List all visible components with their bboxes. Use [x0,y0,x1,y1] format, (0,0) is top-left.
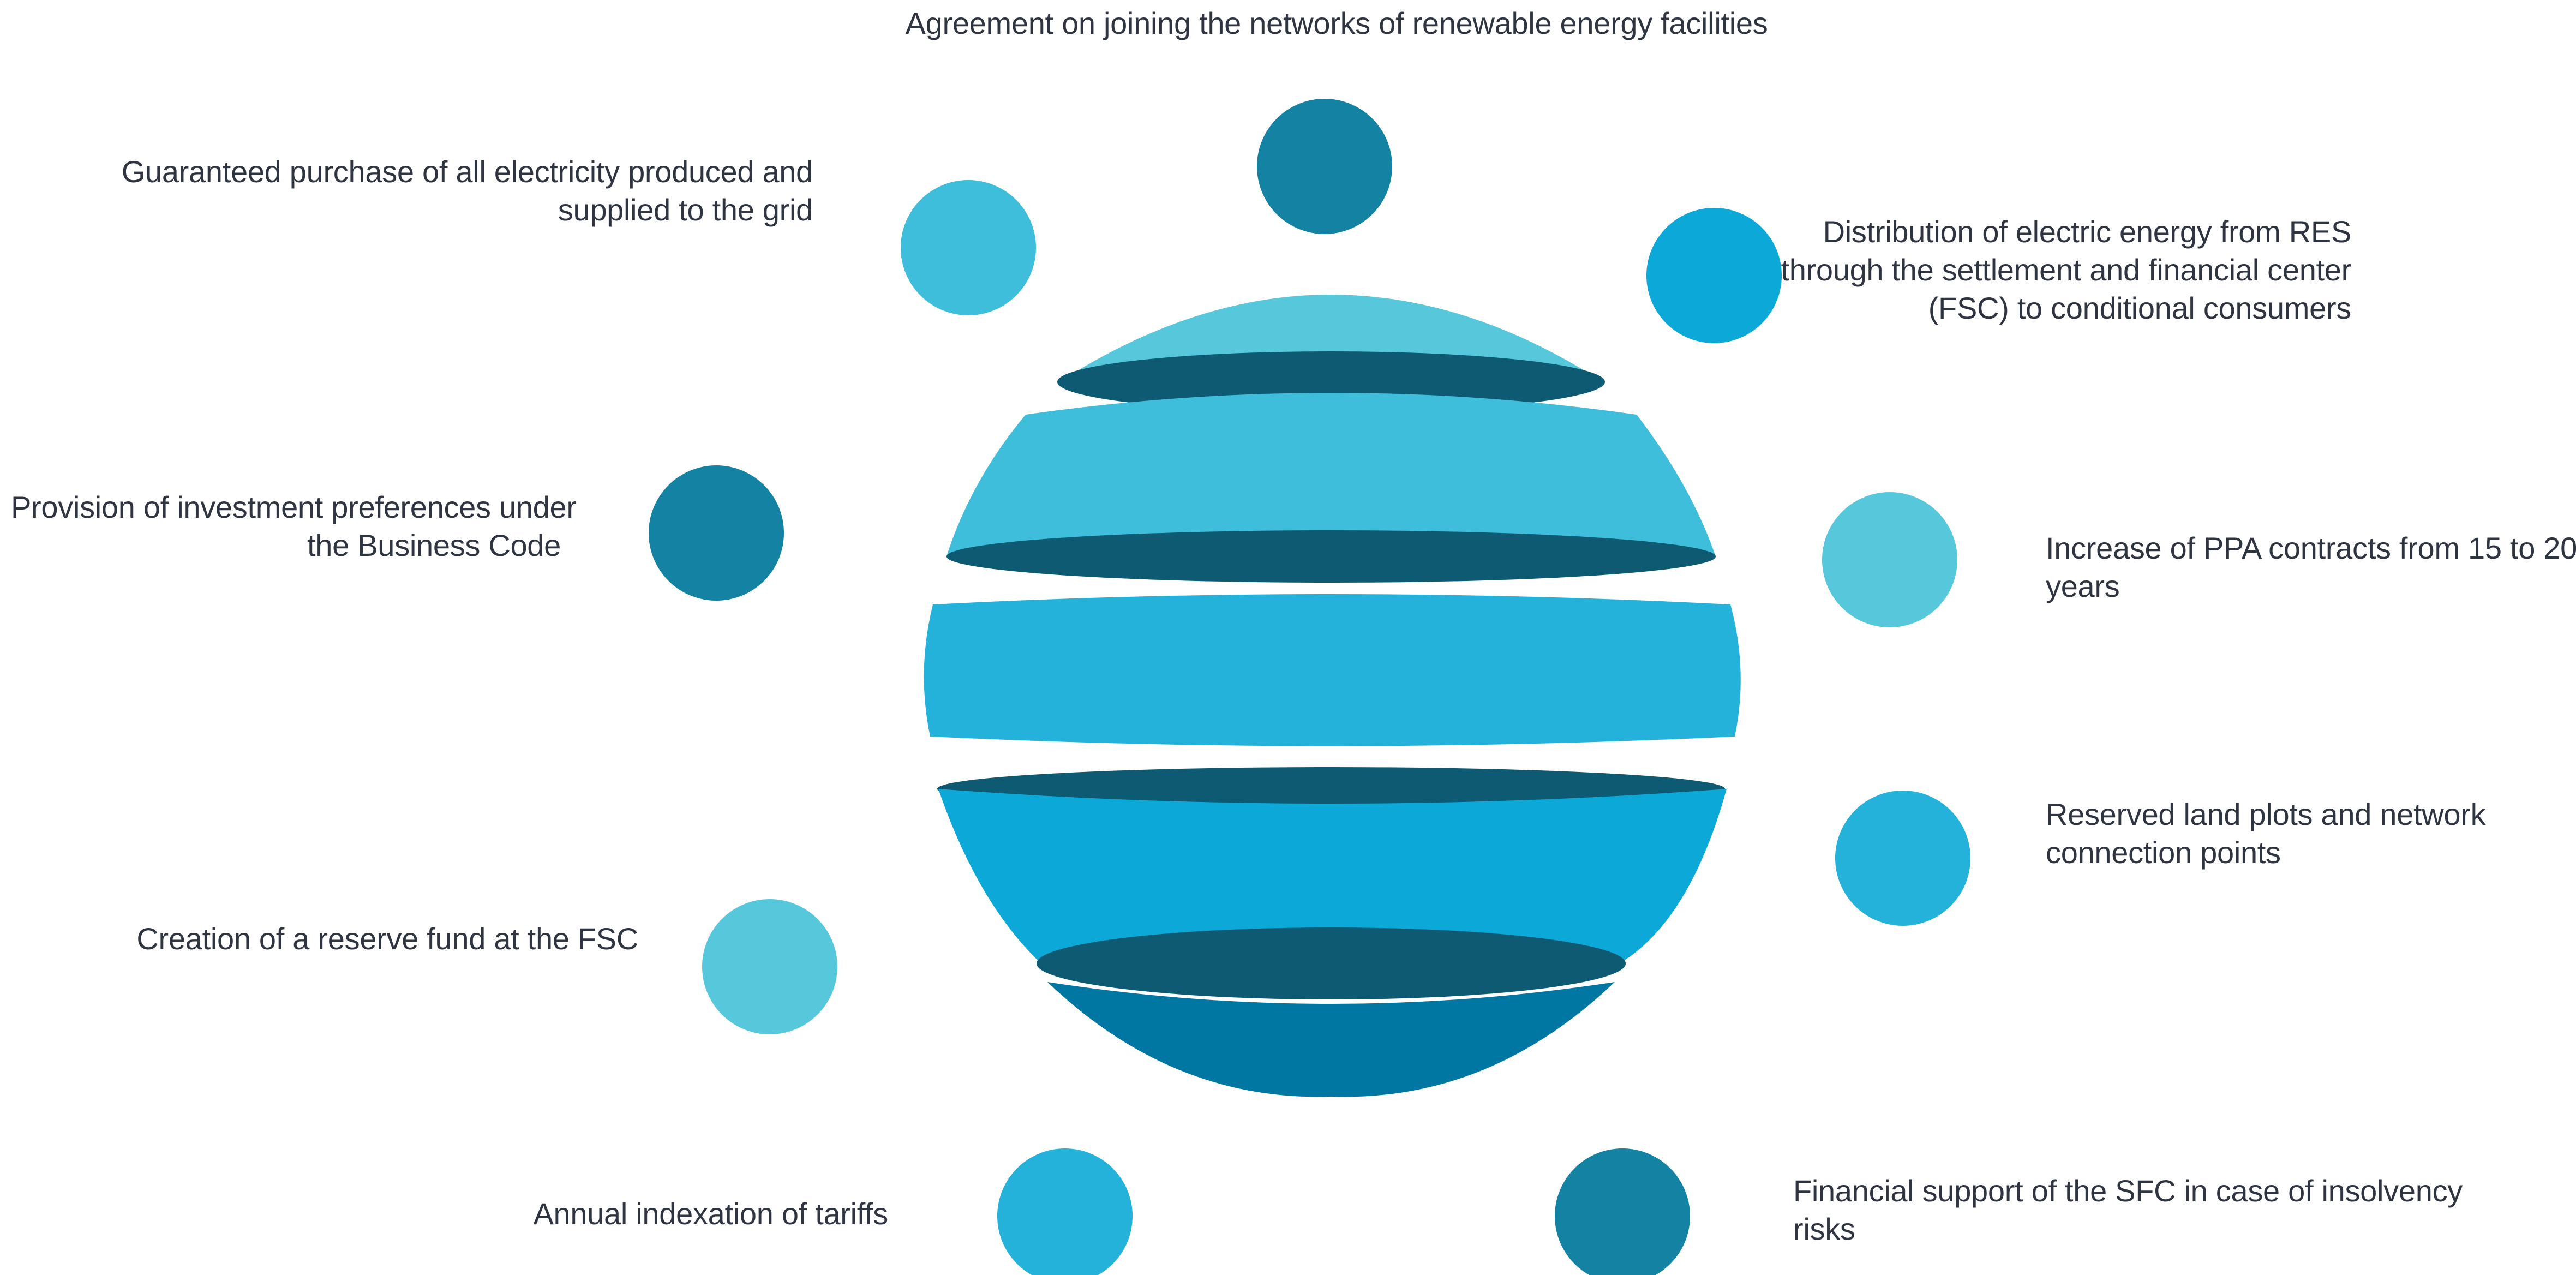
sphere-slice-bottom-cap [1047,982,1615,1097]
circle-indexation [997,1148,1133,1275]
circle-reserve-fund [702,899,837,1034]
label-investment: Provision of investment preferences unde… [11,490,577,562]
label-top: Agreement on joining the networks of ren… [905,6,1768,40]
circles [649,99,1970,1275]
circle-reserved [1835,791,1970,926]
label-reserve-fund: Creation of a reserve fund at the FSC [136,921,638,956]
sphere-disc-2 [946,530,1716,583]
sphere-disc-3 [937,767,1725,811]
sphere-slice-middle [924,594,1741,746]
circle-ppa [1822,492,1957,627]
sphere-disc-1 [1057,351,1605,412]
label-ppa: Increase of PPA contracts from 15 to 20 … [2046,531,2576,603]
circle-distribution [1646,208,1782,343]
sphere-slice-4 [938,789,1727,974]
circle-investment [649,465,784,601]
label-distribution: Distribution of electric energy from RES… [1781,214,2351,325]
label-reserved: Reserved land plots and network connecti… [2046,797,2486,870]
circle-top [1257,99,1392,234]
label-indexation: Annual indexation of tariffs [533,1196,888,1231]
circle-guaranteed [901,180,1036,315]
sphere-slice-2 [946,393,1716,556]
sphere-disc-4 [1037,927,1626,999]
sphere [924,295,1741,1097]
label-financial-support: Financial support of the SFC in case of … [1793,1174,2463,1246]
label-guaranteed: Guaranteed purchase of all electricity p… [121,154,813,227]
circle-financial-support [1555,1148,1690,1275]
